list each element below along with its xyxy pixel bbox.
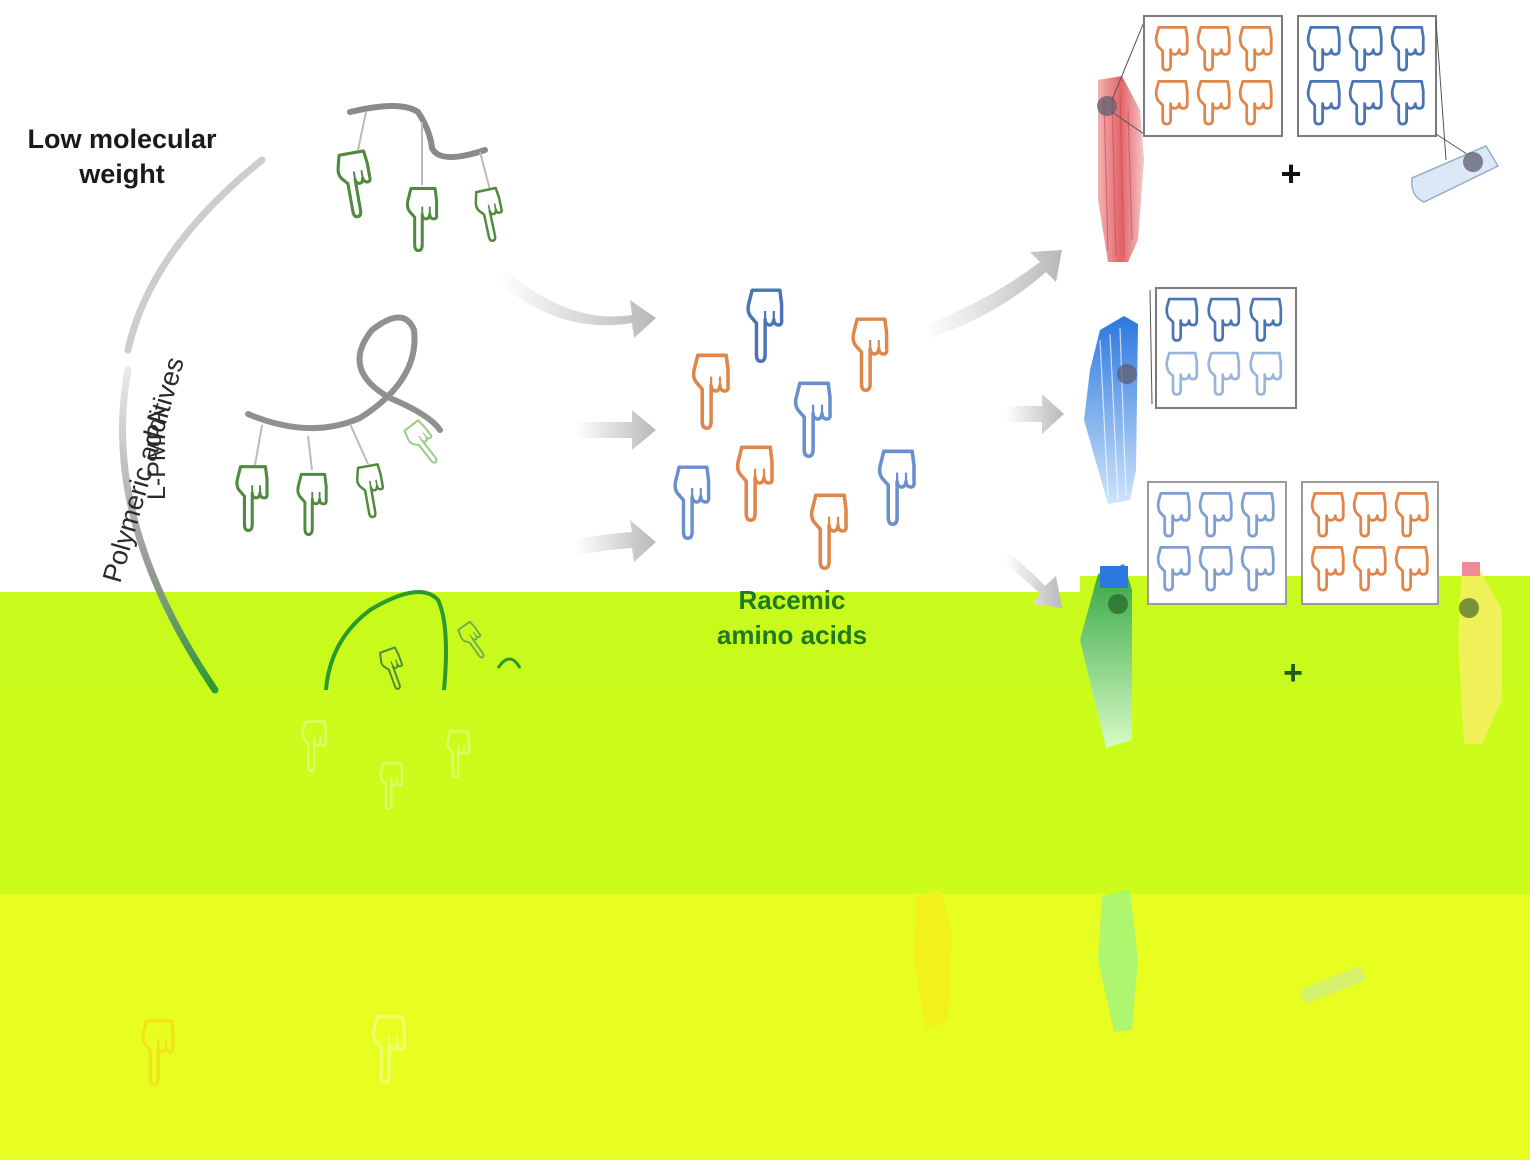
arrow-icon xyxy=(575,520,656,562)
pointing-hand-icon xyxy=(812,495,846,568)
label-low-molecular-weight-line2: weight xyxy=(78,159,165,189)
arrow-icon xyxy=(498,270,656,338)
pointing-hand-icon xyxy=(675,467,709,538)
tether xyxy=(307,435,313,471)
zoom-marker xyxy=(1117,364,1137,384)
polymeric-additives-arc xyxy=(124,156,266,354)
zoom-line xyxy=(1435,133,1471,157)
outcome-green: + xyxy=(1080,481,1502,748)
crystal-rod-icon xyxy=(1411,145,1500,203)
crystal-rod-stripes xyxy=(1103,91,1133,259)
label-racemic-line2: amino acids xyxy=(717,620,867,650)
plus-icon: + xyxy=(1280,153,1301,194)
pointing-hand-icon xyxy=(235,464,270,532)
overlay-bands xyxy=(0,576,1530,1160)
zoom-box-blue xyxy=(1297,15,1437,137)
zoom-line xyxy=(1111,111,1145,135)
crystal-rod-icon xyxy=(914,890,952,1030)
pointing-hand-icon xyxy=(748,290,782,361)
tether xyxy=(357,111,367,151)
output-arrows xyxy=(925,250,1064,608)
faded-crystals xyxy=(914,890,1366,1032)
green-backbone-tail xyxy=(496,657,522,669)
crystal-rod-icon xyxy=(1098,890,1138,1032)
pointing-hand-icon xyxy=(880,451,914,524)
arrow-icon xyxy=(575,410,656,450)
zoom-line xyxy=(1111,21,1145,101)
overlay-band-3 xyxy=(0,894,1530,1160)
outcome-low-mw: + xyxy=(1097,15,1500,262)
outcome-lpmpa xyxy=(1084,287,1297,504)
label-racemic-line1: Racemic xyxy=(739,585,846,615)
zoom-marker xyxy=(1108,594,1128,614)
arrow-icon xyxy=(1005,394,1064,434)
arrow-icon xyxy=(925,250,1062,338)
crystal-rod-stripes xyxy=(1099,327,1127,501)
zoom-marker xyxy=(1459,598,1479,618)
zoom-box-blue xyxy=(1147,481,1287,605)
zoom-marker xyxy=(1463,152,1483,172)
pointing-hand-icon xyxy=(694,355,728,428)
crystal-rod-cap xyxy=(1462,562,1480,576)
pointing-hand-icon xyxy=(353,462,390,521)
crystal-rod-icon xyxy=(1300,966,1366,1004)
pointing-hand-icon xyxy=(853,319,887,390)
lpmpa-arc xyxy=(119,366,219,694)
overlay-band-2 xyxy=(0,688,1530,894)
label-lpmpa: L-PMPA xyxy=(143,408,171,500)
pointing-hand-icon xyxy=(738,447,772,520)
arrow-icon xyxy=(1005,550,1062,608)
racemic-hands xyxy=(675,290,914,568)
zoom-marker xyxy=(1097,96,1117,116)
label-low-molecular-weight-line1: Low molecular xyxy=(27,124,217,154)
input-arrows xyxy=(498,270,656,562)
tether xyxy=(254,424,263,466)
zoom-box-blue xyxy=(1155,287,1297,409)
pointing-hand-icon xyxy=(796,383,830,456)
tether xyxy=(479,151,491,191)
pointing-hand-icon xyxy=(295,472,329,536)
pointing-hand-icon xyxy=(405,186,439,252)
plus-icon: + xyxy=(1283,654,1303,692)
green-additive xyxy=(143,590,522,1084)
low-mw-additive xyxy=(333,103,510,252)
pointing-hand-icon xyxy=(333,148,379,221)
zoom-line xyxy=(1149,289,1153,405)
crystal-rod-icon xyxy=(1098,76,1144,262)
low-mw-backbone xyxy=(347,103,488,160)
green-backbone xyxy=(324,590,448,691)
crystal-rod-cap xyxy=(1100,566,1128,588)
lpmpa-additive xyxy=(235,314,448,536)
tether xyxy=(349,423,369,465)
lpmpa-backbone xyxy=(245,314,443,433)
zoom-line xyxy=(1435,19,1447,161)
pointing-hand-icon xyxy=(471,185,510,245)
